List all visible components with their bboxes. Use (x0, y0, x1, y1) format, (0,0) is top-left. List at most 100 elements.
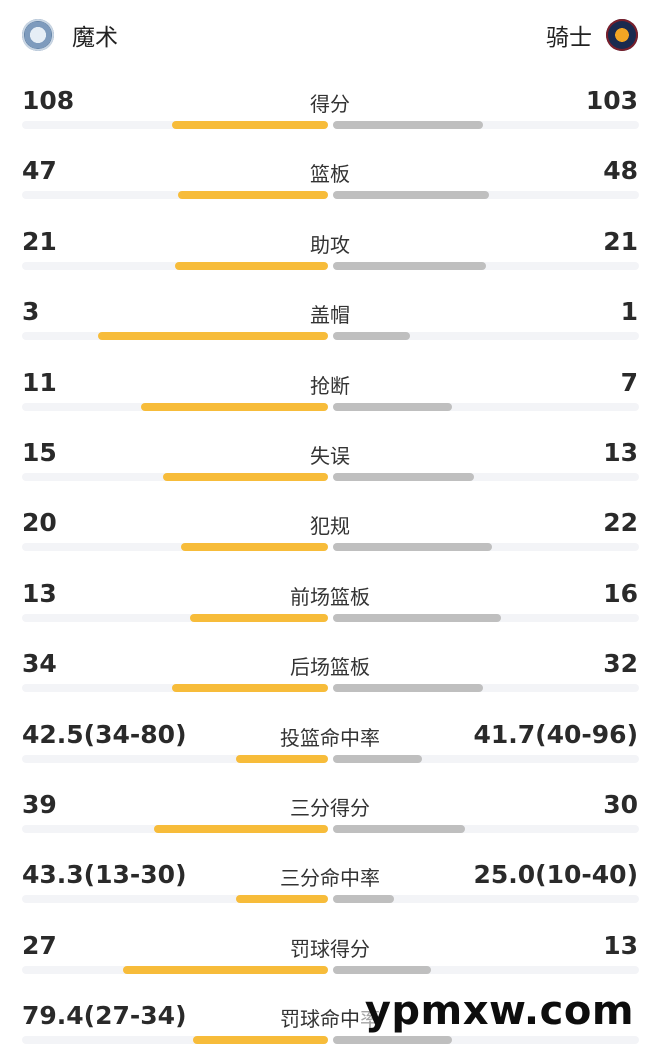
home-stat-value: 79.4(27-34) (22, 1001, 187, 1031)
home-stat-value: 34 (22, 649, 57, 679)
orlando-magic-logo-icon (22, 19, 54, 51)
away-stat-bar (333, 965, 431, 974)
stat-label: 得分 (310, 92, 350, 116)
stat-row: 21 助攻 21 (0, 213, 660, 283)
home-stat-track (22, 965, 328, 974)
away-stat-track (333, 191, 639, 200)
away-stat-bar (333, 191, 489, 200)
home-stat-value: 11 (22, 367, 57, 397)
away-stat-bar (333, 895, 394, 904)
away-team-name: 骑士 (546, 25, 592, 51)
home-stat-value: 15 (22, 438, 57, 467)
away-stat-bar (333, 121, 483, 129)
away-stat-value: 25.0(10-40) (473, 860, 639, 890)
away-stat-value: 16 (603, 578, 638, 608)
home-stat-track (22, 543, 328, 552)
home-team-name: 魔术 (72, 25, 118, 51)
home-stat-bar (193, 1036, 328, 1045)
away-stat-value: 13 (603, 438, 638, 467)
home-stat-track (22, 473, 328, 481)
home-stat-track (22, 402, 328, 411)
home-stat-bar (181, 543, 328, 552)
home-stat-bar (178, 191, 328, 200)
stat-label: 助攻 (310, 232, 350, 257)
home-stat-bar (154, 825, 328, 833)
away-stat-value: 48 (603, 156, 638, 186)
cleveland-cavaliers-logo-icon (606, 19, 638, 51)
stat-label: 后场篮板 (290, 655, 370, 680)
stat-row: 108 得分 103 (0, 72, 660, 142)
away-stat-value: 32 (603, 649, 638, 679)
stat-label: 前场篮板 (290, 584, 370, 609)
home-stat-bar (175, 261, 328, 270)
stat-label: 投篮命中率 (280, 725, 380, 750)
stat-row: 39 三分得分 30 (0, 776, 660, 846)
team-header: 魔术 骑士 (0, 0, 660, 72)
stat-row: 27 罚球得分 13 (0, 917, 660, 987)
stat-label: 篮板 (310, 162, 350, 187)
home-team[interactable]: 魔术 (22, 18, 118, 52)
home-stat-bar (172, 121, 328, 129)
home-stat-bar (236, 754, 328, 763)
away-stat-bar (333, 261, 486, 270)
away-stat-bar (333, 684, 483, 693)
home-stat-track (22, 261, 328, 270)
home-stat-value: 43.3(13-30) (22, 860, 187, 890)
watermark: ypmxw.com (360, 988, 638, 1034)
home-stat-value: 39 (22, 790, 57, 819)
home-stat-bar (141, 402, 328, 411)
home-stat-track (22, 1036, 328, 1045)
home-stat-track (22, 895, 328, 904)
away-stat-track (333, 895, 639, 904)
away-stat-bar (333, 332, 410, 341)
away-stat-track (333, 965, 639, 974)
away-stat-bar (333, 402, 452, 411)
home-stat-track (22, 754, 328, 763)
home-stat-bar (172, 684, 328, 693)
stat-row: 3 盖帽 1 (0, 283, 660, 353)
home-stat-value: 42.5(34-80) (22, 719, 187, 749)
home-stat-track (22, 121, 328, 129)
away-stat-value: 21 (603, 226, 638, 256)
home-stat-track (22, 825, 328, 833)
away-stat-bar (333, 825, 465, 833)
home-stat-bar (236, 895, 328, 904)
stat-label: 罚球得分 (290, 936, 370, 961)
away-stat-track (333, 684, 639, 693)
stat-row: 43.3(13-30) 三分命中率 25.0(10-40) (0, 846, 660, 916)
away-stat-track (333, 332, 639, 341)
away-stat-value: 103 (585, 86, 638, 115)
home-stat-track (22, 684, 328, 693)
stat-label: 三分得分 (290, 796, 370, 820)
home-stat-value: 108 (22, 86, 75, 115)
away-stat-track (333, 121, 639, 129)
home-stat-value: 27 (22, 930, 57, 960)
home-stat-track (22, 613, 328, 622)
away-stat-value: 22 (603, 508, 638, 538)
away-stat-track (333, 543, 639, 552)
away-stat-bar (333, 613, 501, 622)
home-stat-track (22, 191, 328, 200)
home-stat-value: 3 (22, 297, 40, 327)
home-stat-bar (98, 332, 328, 341)
stat-row: 34 后场篮板 32 (0, 635, 660, 705)
away-stat-track (333, 261, 639, 270)
away-stat-bar (333, 1036, 452, 1045)
home-stat-bar (163, 473, 328, 481)
stat-row: 47 篮板 48 (0, 142, 660, 212)
away-team[interactable]: 骑士 (546, 18, 638, 52)
stat-label: 抢断 (310, 373, 350, 398)
away-stat-track (333, 754, 639, 763)
home-stat-value: 47 (22, 156, 57, 186)
stat-row: 42.5(34-80) 投篮命中率 41.7(40-96) (0, 706, 660, 776)
stat-row: 15 失误 13 (0, 424, 660, 494)
away-stat-bar (333, 754, 422, 763)
stat-label: 盖帽 (310, 303, 350, 328)
home-stat-value: 20 (22, 508, 57, 538)
away-stat-value: 7 (620, 367, 638, 397)
away-stat-value: 41.7(40-96) (473, 719, 639, 749)
away-stat-track (333, 402, 639, 411)
home-stat-track (22, 332, 328, 341)
home-stat-bar (123, 965, 328, 974)
stat-row: 13 前场篮板 16 (0, 565, 660, 635)
